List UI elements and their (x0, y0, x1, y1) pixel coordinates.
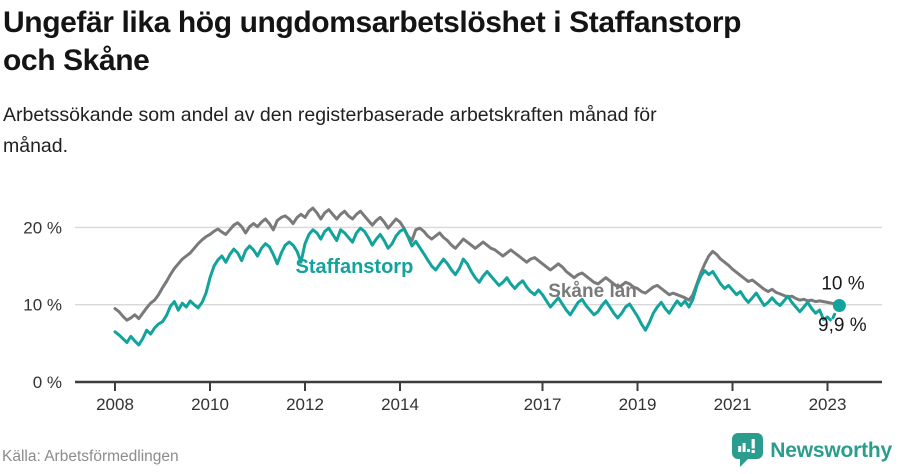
x-tick-label-2023: 2023 (809, 395, 847, 414)
y-tick-label-0: 0 % (33, 373, 62, 392)
series-label-staffanstorp: Staffanstorp (296, 256, 414, 278)
latest-value-dot (832, 299, 846, 313)
annotation-0: 10 % (821, 273, 864, 294)
x-tick-label-2021: 2021 (714, 395, 752, 414)
x-tick-label-2008: 2008 (96, 395, 134, 414)
y-tick-label-20: 20 % (23, 218, 62, 237)
chart-subtitle-line2: månad. (3, 135, 69, 157)
x-tick-label-2019: 2019 (619, 395, 657, 414)
chart-title-line1: Ungefär lika hög ungdomsarbetslöshet i S… (3, 6, 742, 39)
series-line-sk-ne-l-n (113, 206, 841, 322)
chart-title-line2: och Skåne (3, 44, 150, 77)
source-note: Källa: Arbetsförmedlingen (2, 448, 179, 465)
newsworthy-logo: Newsworthy (732, 433, 892, 468)
chart-subtitle-line1: Arbetssökande som andel av den registerb… (3, 104, 657, 126)
x-tick-label-2012: 2012 (286, 395, 324, 414)
newsworthy-logo-icon (732, 433, 764, 467)
series-line-staffanstorp (113, 226, 829, 347)
y-tick-label-10: 10 % (23, 296, 62, 315)
x-tick-label-2017: 2017 (524, 395, 562, 414)
chart-title: Ungefär lika hög ungdomsarbetslöshet i S… (3, 4, 741, 80)
x-tick-label-2014: 2014 (381, 395, 419, 414)
series-label-sk-ne-l-n: Skåne län (548, 281, 637, 302)
chart-subtitle: Arbetssökande som andel av den registerb… (3, 100, 657, 162)
annotation-1: 9,9 % (818, 315, 867, 336)
newsworthy-logo-text: Newsworthy (770, 438, 892, 462)
x-tick-label-2010: 2010 (191, 395, 229, 414)
